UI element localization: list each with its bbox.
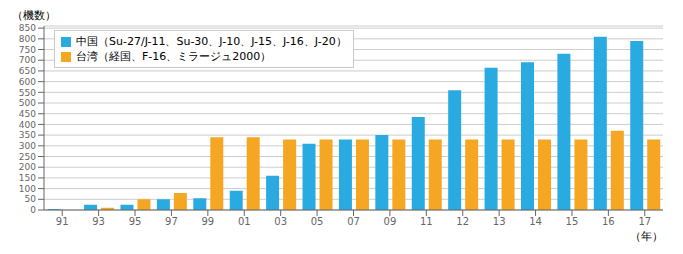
svg-text:14: 14 xyxy=(529,216,542,227)
svg-text:91: 91 xyxy=(56,216,69,227)
svg-text:12: 12 xyxy=(456,216,469,227)
svg-text:03: 03 xyxy=(274,216,287,227)
svg-text:550: 550 xyxy=(19,88,36,98)
svg-text:750: 750 xyxy=(19,45,36,55)
svg-text:99: 99 xyxy=(201,216,214,227)
svg-text:150: 150 xyxy=(19,173,36,183)
svg-text:16: 16 xyxy=(602,216,615,227)
svg-text:17: 17 xyxy=(638,216,651,227)
html-text:台湾（経国、F-16、ミラージュ2000）: 台湾（経国、F-16、ミラージュ2000） xyxy=(76,50,272,63)
svg-text:450: 450 xyxy=(19,109,36,119)
svg-text:95: 95 xyxy=(129,216,142,227)
svg-text:50: 50 xyxy=(25,194,37,204)
html-text:（年）: （年） xyxy=(630,230,663,243)
svg-text:600: 600 xyxy=(19,77,36,87)
svg-text:11: 11 xyxy=(420,216,433,227)
svg-text:100: 100 xyxy=(19,184,36,194)
html-text:中国（Su-27/J-11、Su-30、J-10、J-15、: 中国（Su-27/J-11、Su-30、J-10、J-15、J-16、J-20） xyxy=(76,35,347,48)
svg-text:250: 250 xyxy=(19,152,36,162)
svg-text:01: 01 xyxy=(238,216,251,227)
svg-text:09: 09 xyxy=(384,216,397,227)
svg-text:850: 850 xyxy=(19,23,36,33)
svg-text:05: 05 xyxy=(311,216,324,227)
html-text:（機数）: （機数） xyxy=(12,9,56,22)
svg-text:700: 700 xyxy=(19,55,36,65)
svg-text:400: 400 xyxy=(19,120,36,130)
svg-text:93: 93 xyxy=(92,216,105,227)
svg-text:15: 15 xyxy=(566,216,579,227)
svg-text:07: 07 xyxy=(347,216,360,227)
svg-text:300: 300 xyxy=(19,141,36,151)
svg-text:650: 650 xyxy=(19,66,36,76)
svg-text:200: 200 xyxy=(19,162,36,172)
svg-text:0: 0 xyxy=(30,205,36,215)
svg-text:350: 350 xyxy=(19,130,36,140)
svg-text:13: 13 xyxy=(493,216,506,227)
svg-text:800: 800 xyxy=(19,34,36,44)
svg-text:97: 97 xyxy=(165,216,178,227)
svg-text:500: 500 xyxy=(19,98,36,108)
